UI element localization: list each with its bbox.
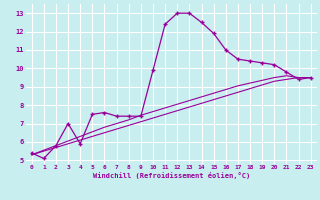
X-axis label: Windchill (Refroidissement éolien,°C): Windchill (Refroidissement éolien,°C) bbox=[92, 172, 250, 179]
